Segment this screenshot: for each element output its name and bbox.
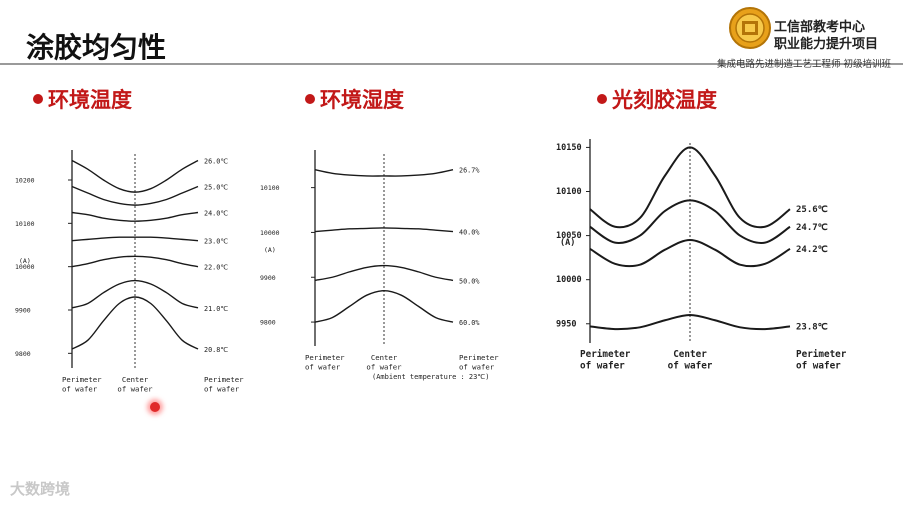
series-line [314,169,454,177]
bullet-icon [597,94,607,104]
x-tick-label: Perimeter [459,353,499,362]
series-label: 25.0℃ [204,184,228,192]
series-label: 22.0℃ [204,264,228,272]
section-label: 光刻胶温度 [612,88,717,112]
series-label: 50.0% [459,277,479,285]
x-tick-label: of wafer [580,361,625,372]
series-label: 23.8℃ [796,321,828,332]
watermark-text: 大数跨境 [10,480,71,498]
series-label: 26.0℃ [204,158,228,166]
x-tick-label: Perimeter [796,349,847,360]
y-axis-label: (A) [264,246,276,254]
x-tick-label: Center [371,353,398,362]
x-tick-label: of wafer [117,385,153,394]
series-label: 24.2℃ [796,244,828,255]
section-ambient-humidity: 环境湿度 [305,84,404,114]
series-label: 23.0℃ [204,238,228,246]
x-tick-label: Perimeter [62,375,102,384]
series-label: 26.7% [459,167,479,175]
bullet-icon [33,94,43,104]
chart-caption: (Ambient temperature : 23℃) [372,373,489,381]
x-tick-label: of wafer [796,361,841,372]
chart-ambient-temperature: 10200 10100 10000 9900 9800 (A) 26.0℃ 25.0℃ 24.0… [15,150,244,394]
x-tick-label: of wafer [62,385,98,394]
x-tick-label: of wafer [204,385,240,394]
section-resist-temperature: 光刻胶温度 [597,84,717,114]
page-title: 涂胶均匀性 [26,31,167,64]
brand-subtitle: 集成电路先进制造工艺工程师 初级培训班 [717,59,892,70]
y-tick-label: 10150 [556,143,582,153]
series-line [589,199,791,244]
section-label: 环境温度 [48,88,132,112]
brand-line-2: 职业能力提升项目 [774,37,879,52]
pointer-highlight-icon [150,402,160,412]
x-tick-label: Center [673,349,707,360]
chart-resist-temperature: 10150 10100 10050 10000 9950 (A) 25.6℃ 24.7℃ 24.… [556,139,847,372]
x-tick-label: of wafer [459,363,495,372]
series-label: 24.0℃ [204,210,228,218]
y-tick-label: 10100 [15,220,35,228]
y-tick-label: 9900 [15,307,31,315]
x-tick-label: Perimeter [580,349,631,360]
x-tick-label: Perimeter [204,375,244,384]
x-tick-label: of wafer [305,363,341,372]
series-label: 24.7℃ [796,222,828,233]
y-axis-label: (A) [19,257,31,265]
x-tick-label: of wafer [668,361,713,372]
x-tick-label: Perimeter [305,353,345,362]
x-tick-label: Center [122,375,149,384]
y-tick-label: 10000 [260,229,280,237]
series-line [314,227,454,233]
series-line [71,296,199,350]
brand-line-1: 工信部教考中心 [774,20,866,35]
series-line [71,211,199,222]
series-label: 60.0% [459,319,479,327]
series-line [589,313,791,331]
y-tick-label: 10050 [556,231,582,241]
series-line [589,238,791,268]
y-tick-label: 9950 [556,319,576,329]
series-label: 40.0% [459,229,479,237]
series-label: 25.6℃ [796,204,828,215]
y-axis-label: (A) [560,238,575,248]
logo-emblem-icon [729,7,771,49]
y-tick-label: 9800 [15,350,31,358]
title-divider [0,63,903,65]
series-line [71,236,199,242]
section-label: 环境湿度 [320,88,404,112]
series-line [314,289,454,323]
series-line [71,255,199,268]
x-tick-label: of wafer [366,363,402,372]
y-tick-label: 10200 [15,177,35,185]
series-line [589,146,791,229]
y-tick-label: 10000 [15,263,35,271]
y-tick-label: 9900 [260,274,276,282]
series-line [71,159,199,193]
y-tick-label: 9800 [260,319,276,327]
bullet-icon [305,94,315,104]
y-tick-label: 10000 [556,275,582,285]
series-line [71,279,199,309]
y-tick-label: 10100 [556,187,582,197]
series-label: 20.8℃ [204,346,228,354]
section-ambient-temperature: 环境温度 [33,84,132,114]
chart-ambient-humidity: 10100 10000 9900 9800 (A) 26.7% 40.0% 50.0% 60.0… [260,150,499,381]
series-label: 21.0℃ [204,305,228,313]
y-tick-label: 10100 [260,184,280,192]
series-line [71,185,199,206]
series-line [314,264,454,282]
